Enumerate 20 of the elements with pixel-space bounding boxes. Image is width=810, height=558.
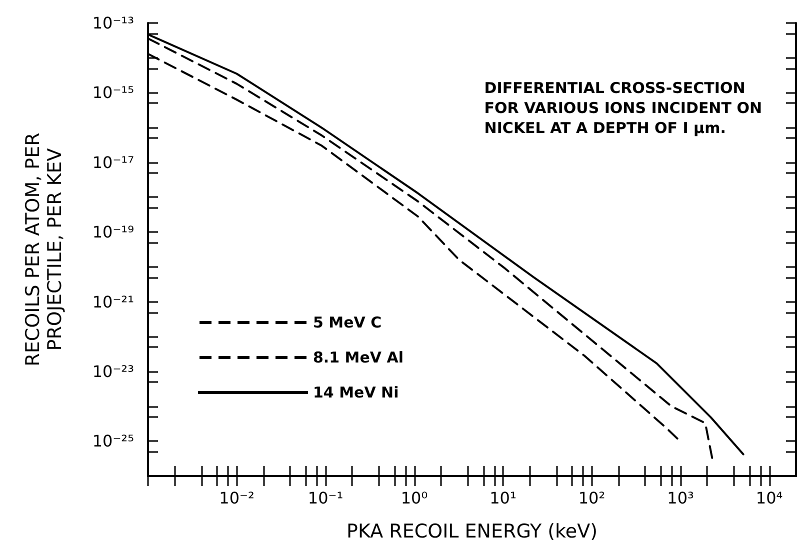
- y-tick-label: 10⁻²¹: [92, 292, 134, 312]
- y-tick-label: 10⁻¹⁹: [92, 222, 134, 242]
- x-axis-title: PKA RECOIL ENERGY (keV): [346, 520, 598, 542]
- annotation: DIFFERENTIAL CROSS-SECTION FOR VARIOUS IONS INCIDENT ON NICKEL AT A DEPTH OF I μm.: [484, 79, 762, 137]
- y-axis-title: RECOILS PER ATOM, PER PROJECTILE, PER KEV: [22, 132, 66, 366]
- x-tick-label: 10¹: [490, 488, 516, 508]
- x-tick-label: 10⁴: [756, 488, 783, 508]
- y-tick-label: 10⁻¹⁷: [92, 152, 134, 172]
- y-tick-label: 10⁻¹⁵: [92, 83, 134, 102]
- y-tick-label: 10⁻²³: [92, 362, 134, 381]
- y-tick-label: 10⁻¹³: [92, 14, 134, 32]
- x-tick-label: 10⁰: [400, 488, 428, 508]
- legend-label: 5 MeV C: [313, 314, 382, 332]
- x-tick-label: 10³: [667, 488, 694, 508]
- x-tick-label: 10²: [578, 488, 606, 508]
- x-tick-label: 10⁻¹: [308, 488, 344, 508]
- y-tick-label: 10⁻²⁵: [92, 432, 134, 451]
- legend-label: 14 MeV Ni: [313, 384, 399, 402]
- legend-label: 8.1 MeV Al: [313, 348, 404, 366]
- x-tick-label: 10⁻²: [219, 488, 254, 508]
